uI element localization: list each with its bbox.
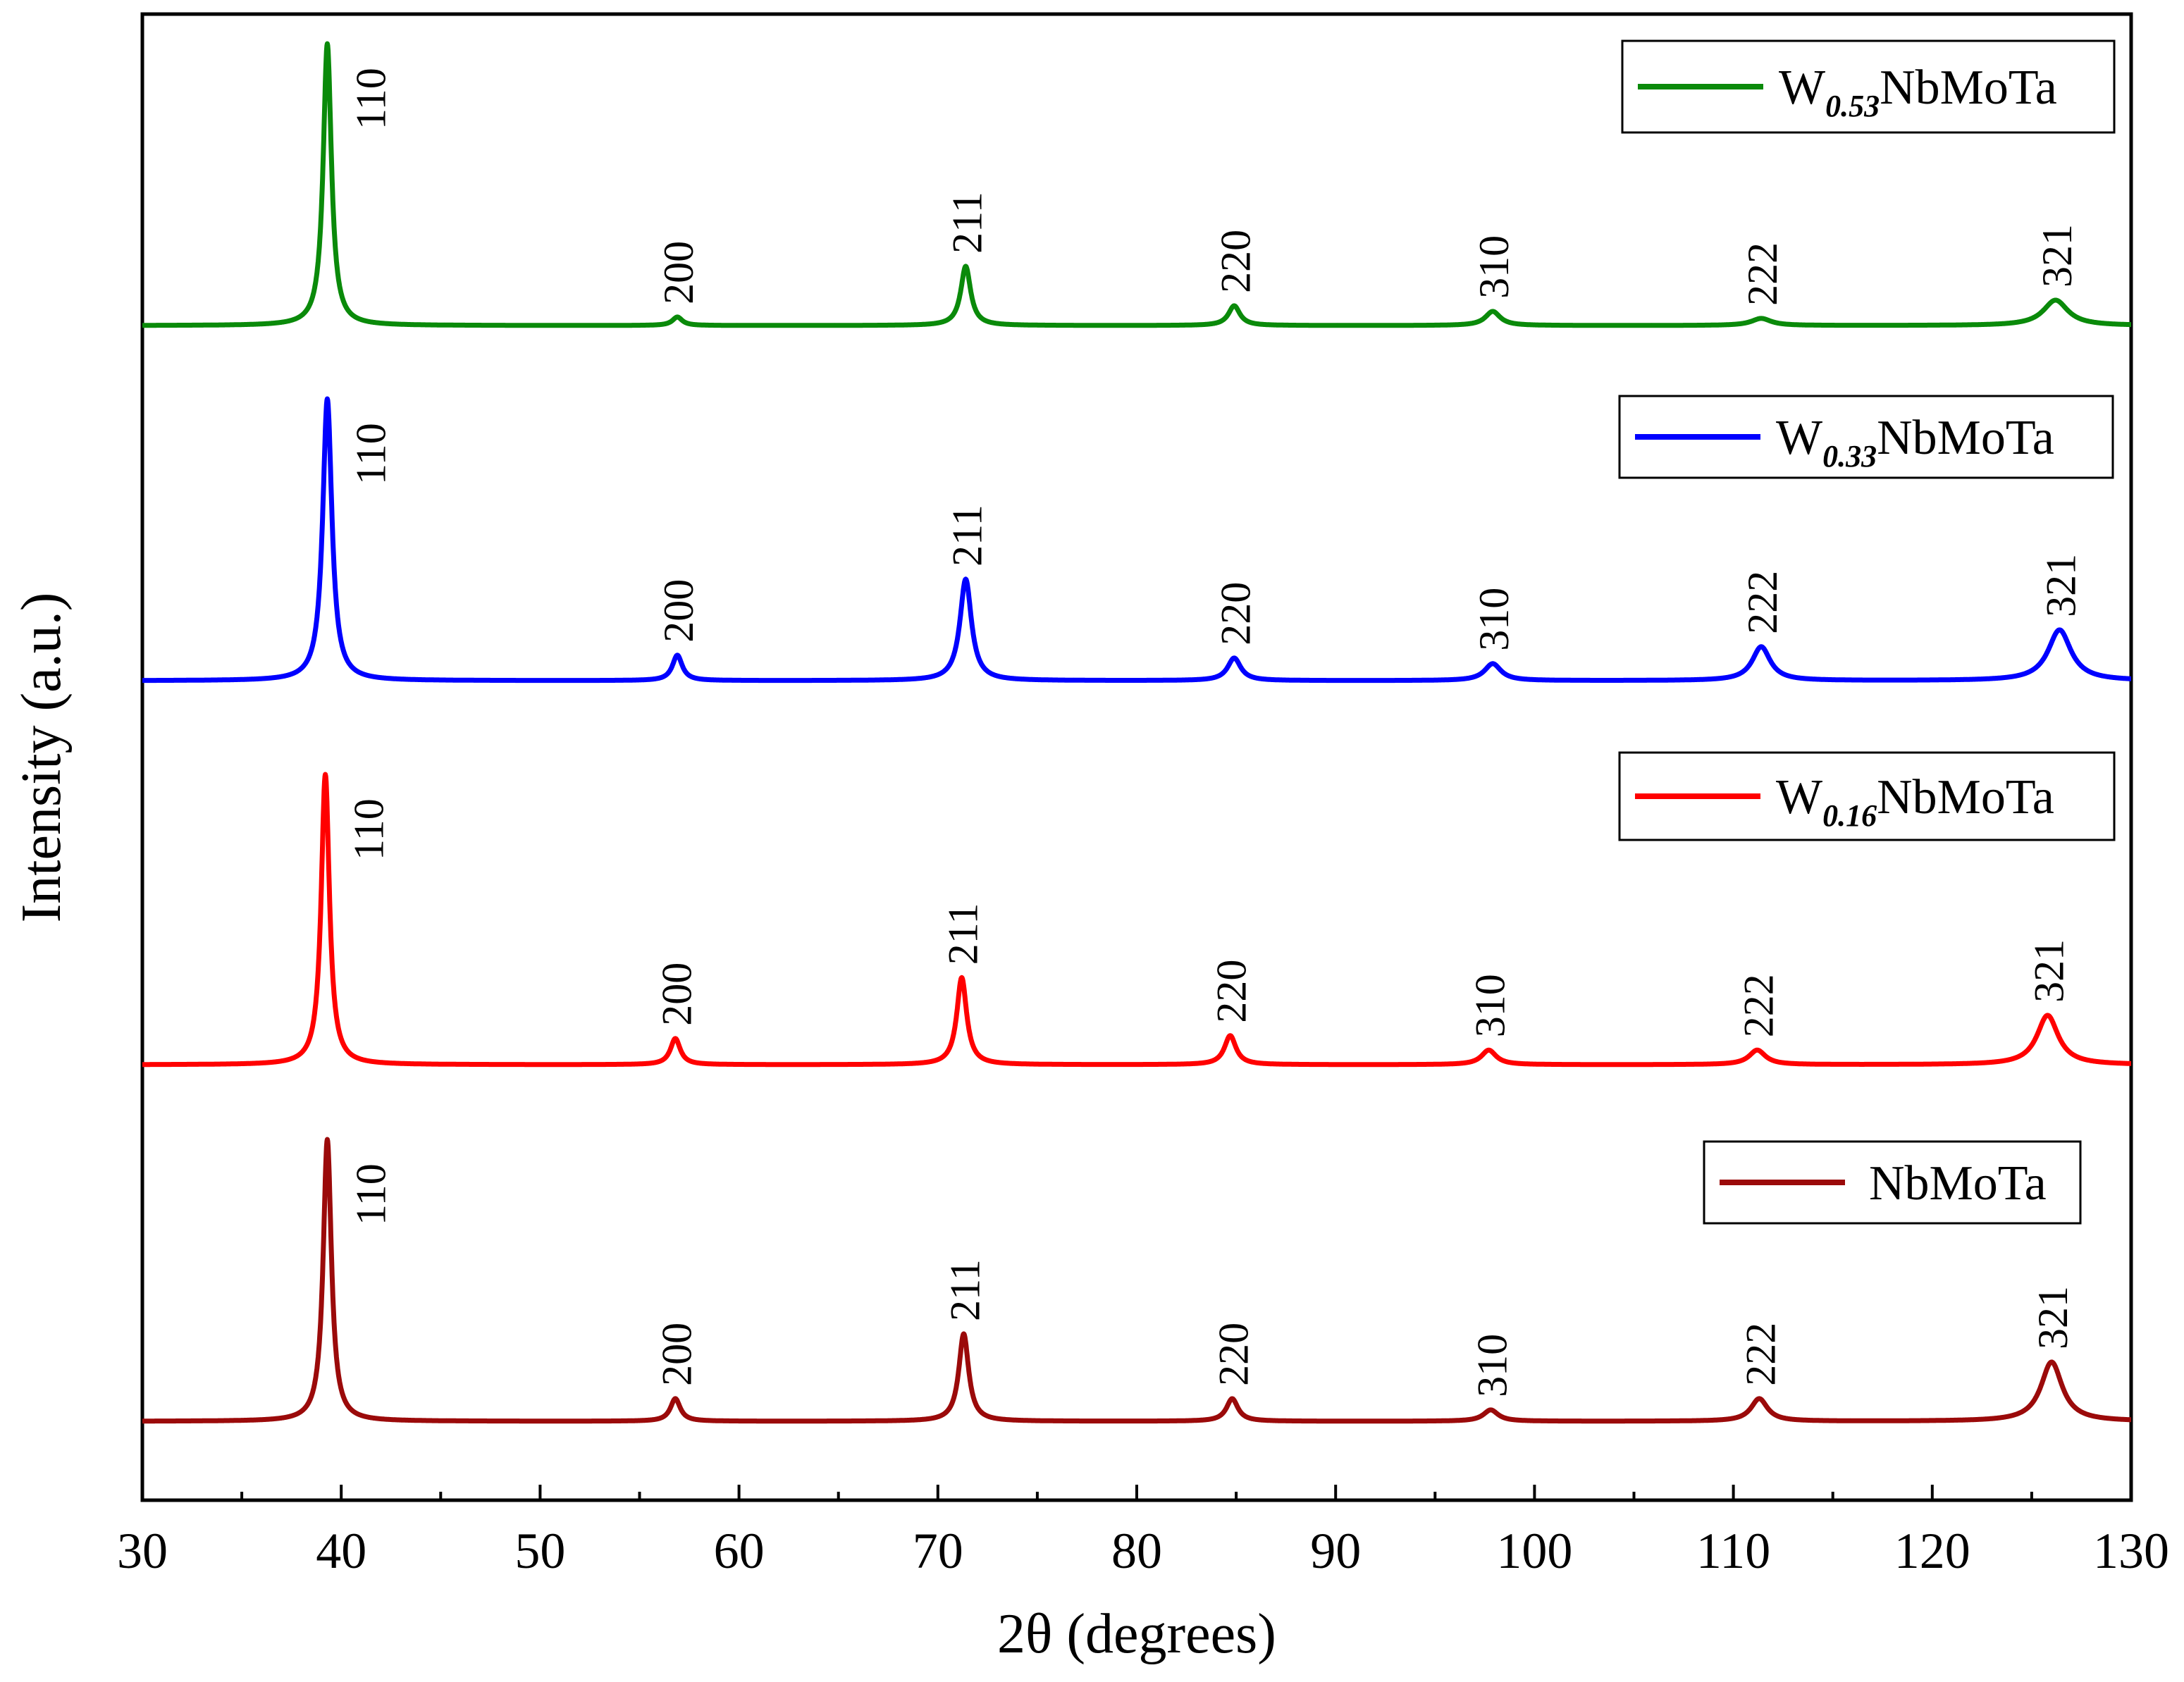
peak-label-310: 310 <box>1471 235 1517 299</box>
x-tick-label: 60 <box>714 1523 765 1579</box>
legend-label-part: NbMoTa <box>1877 411 2054 465</box>
peak-label-310: 310 <box>1471 588 1517 651</box>
peak-label-200: 200 <box>655 241 702 304</box>
peak-label-310: 310 <box>1469 1334 1515 1397</box>
x-tick-label: 90 <box>1310 1523 1361 1579</box>
series-layer <box>140 41 2133 1424</box>
series-line-3 <box>140 1137 2133 1424</box>
x-tick-label: 100 <box>1496 1523 1572 1579</box>
x-axis-title: 2θ (degrees) <box>997 1603 1276 1665</box>
legend-label-3: NbMoTa <box>1869 1156 2047 1211</box>
peak-label-211: 211 <box>944 505 990 567</box>
peak-label-211: 211 <box>942 1259 988 1321</box>
x-tick-label: 110 <box>1696 1523 1770 1579</box>
peak-label-222: 222 <box>1739 242 1786 306</box>
peak-label-211: 211 <box>940 903 987 965</box>
x-tick-label: 30 <box>117 1523 168 1579</box>
peak-label-200: 200 <box>653 1323 700 1386</box>
x-tick-label: 70 <box>913 1523 963 1579</box>
x-tick-label: 50 <box>514 1523 565 1579</box>
peak-label-220: 220 <box>1212 230 1259 293</box>
legend-label-part: W <box>1776 770 1822 824</box>
legend-label-part: W <box>1779 61 1825 115</box>
peak-labels: 110 200 211 220 310 222 321 110 200 211 220 310 222 3… <box>346 68 2085 1397</box>
x-tick-label: 120 <box>1894 1523 1970 1579</box>
series-line-1 <box>140 396 2133 684</box>
x-tick-label: 80 <box>1111 1523 1162 1579</box>
peak-label-110: 110 <box>347 68 394 130</box>
legend-label-part: NbMoTa <box>1880 61 2057 115</box>
peak-label-200: 200 <box>655 579 702 643</box>
peak-label-110: 110 <box>347 1163 394 1225</box>
peak-label-220: 220 <box>1210 1323 1257 1386</box>
peak-label-211: 211 <box>944 192 990 254</box>
x-axis-ticks: 30 40 50 60 70 80 90 100 110 120 130 <box>117 1485 2169 1579</box>
legend-label-part: NbMoTa <box>1877 770 2054 824</box>
peak-label-321: 321 <box>2025 939 2072 1003</box>
peak-label-321: 321 <box>2030 1286 2076 1349</box>
legend-label-1: W0.33NbMoTa <box>1776 411 2054 474</box>
peak-label-321: 321 <box>2037 554 2084 617</box>
peak-label-321: 321 <box>2034 224 2080 287</box>
legend-label-subscript: 0.16 <box>1822 798 1877 833</box>
peak-label-220: 220 <box>1209 960 1255 1023</box>
x-tick-label: 130 <box>2093 1523 2169 1579</box>
legend-label-subscript: 0.53 <box>1825 89 1880 123</box>
x-tick-label: 40 <box>316 1523 366 1579</box>
series-line-0 <box>140 41 2133 328</box>
peak-label-222: 222 <box>1739 571 1786 634</box>
y-axis-title: Intensity (a.u.) <box>11 593 73 923</box>
peak-label-310: 310 <box>1467 974 1513 1037</box>
legend-label-0: W0.53NbMoTa <box>1779 61 2057 123</box>
peak-label-222: 222 <box>1735 974 1782 1037</box>
legend-label-subscript: 0.33 <box>1822 439 1877 474</box>
peak-label-222: 222 <box>1737 1323 1784 1386</box>
peak-label-200: 200 <box>653 963 700 1026</box>
peak-label-110: 110 <box>346 798 393 860</box>
legend-label-part: W <box>1776 411 1822 465</box>
peak-label-110: 110 <box>347 423 394 485</box>
peak-label-220: 220 <box>1212 582 1259 645</box>
series-line-2 <box>140 772 2133 1068</box>
legend-label-2: W0.16NbMoTa <box>1776 770 2054 833</box>
